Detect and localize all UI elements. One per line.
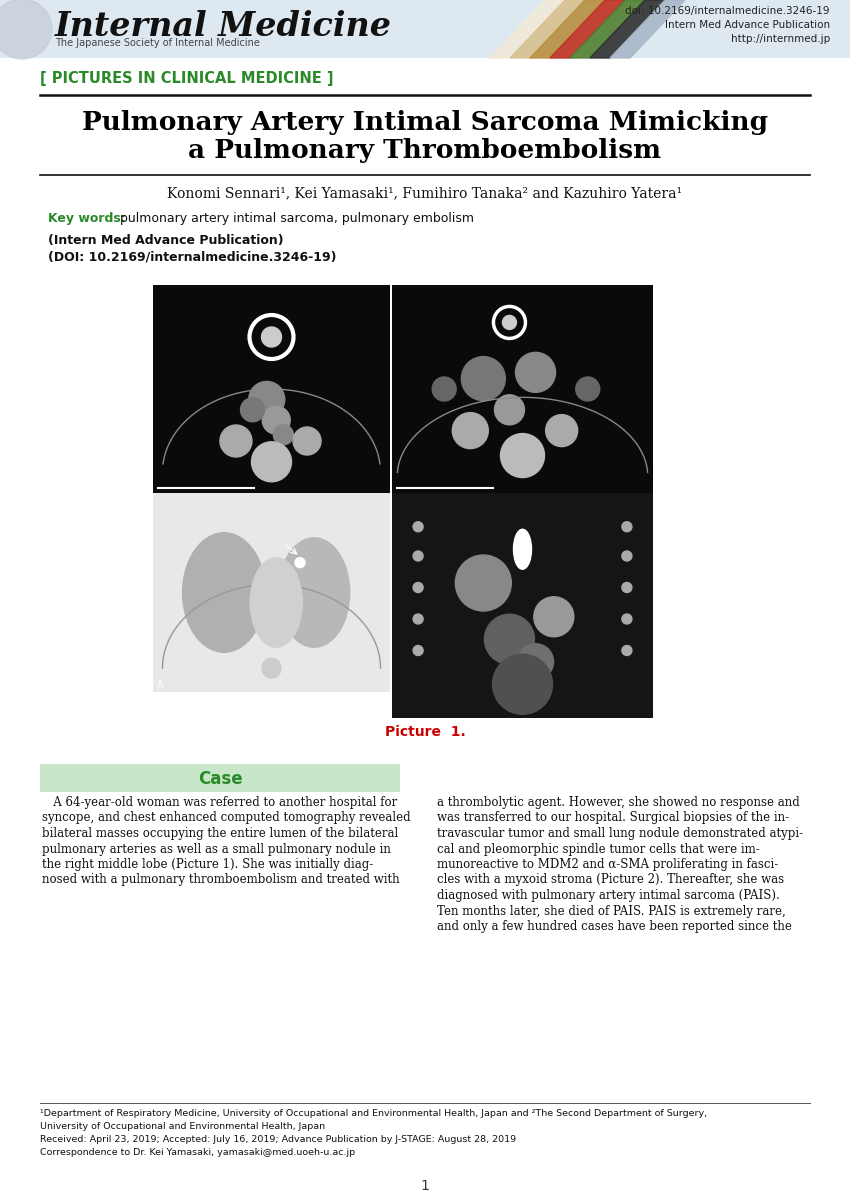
Circle shape: [262, 327, 281, 346]
Circle shape: [249, 381, 285, 417]
Circle shape: [0, 0, 52, 59]
Text: pulmonary artery intimal sarcoma, pulmonary embolism: pulmonary artery intimal sarcoma, pulmon…: [116, 212, 474, 225]
Bar: [392, 493, 653, 718]
Circle shape: [413, 582, 423, 593]
Circle shape: [252, 442, 292, 481]
Ellipse shape: [513, 529, 531, 569]
Circle shape: [622, 551, 632, 561]
Text: The Japanese Society of Internal Medicine: The Japanese Society of Internal Medicin…: [55, 38, 260, 48]
Circle shape: [263, 407, 290, 434]
Circle shape: [484, 615, 535, 664]
Text: the right middle lobe (Picture 1). She was initially diag-: the right middle lobe (Picture 1). She w…: [42, 858, 373, 871]
Text: diagnosed with pulmonary artery intimal sarcoma (PAIS).: diagnosed with pulmonary artery intimal …: [437, 889, 779, 902]
Text: syncope, and chest enhanced computed tomography revealed: syncope, and chest enhanced computed tom…: [42, 812, 411, 824]
Text: ¹Department of Respiratory Medicine, University of Occupational and Environmenta: ¹Department of Respiratory Medicine, Uni…: [40, 1109, 707, 1118]
Circle shape: [622, 646, 632, 656]
Bar: [40, 764, 400, 792]
Text: Key words:: Key words:: [48, 212, 126, 225]
Circle shape: [622, 582, 632, 593]
Circle shape: [220, 425, 252, 457]
Ellipse shape: [262, 658, 281, 678]
Text: nosed with a pulmonary thromboembolism and treated with: nosed with a pulmonary thromboembolism a…: [42, 873, 399, 887]
Text: A: A: [157, 680, 163, 691]
Text: Pulmonary Artery Intimal Sarcoma Mimicking: Pulmonary Artery Intimal Sarcoma Mimicki…: [82, 109, 768, 135]
Text: pulmonary arteries as well as a small pulmonary nodule in: pulmonary arteries as well as a small pu…: [42, 842, 391, 855]
Circle shape: [462, 356, 506, 401]
Polygon shape: [490, 0, 565, 58]
Polygon shape: [610, 0, 685, 58]
Circle shape: [534, 597, 574, 636]
Ellipse shape: [183, 533, 265, 652]
Text: Intern Med Advance Publication: Intern Med Advance Publication: [665, 20, 830, 30]
Circle shape: [293, 427, 321, 455]
Text: Internal Medicine: Internal Medicine: [55, 10, 392, 42]
Text: A 64-year-old woman was referred to another hospital for: A 64-year-old woman was referred to anot…: [42, 796, 397, 808]
Text: (DOI: 10.2169/internalmedicine.3246-19): (DOI: 10.2169/internalmedicine.3246-19): [48, 250, 337, 263]
Circle shape: [622, 614, 632, 624]
Circle shape: [492, 654, 552, 715]
Circle shape: [241, 398, 264, 422]
Text: Picture  1.: Picture 1.: [384, 725, 465, 739]
Text: and only a few hundred cases have been reported since the: and only a few hundred cases have been r…: [437, 920, 792, 934]
Circle shape: [413, 551, 423, 561]
Text: Case: Case: [198, 770, 242, 788]
Text: Konomi Sennari¹, Kei Yamasaki¹, Fumihiro Tanaka² and Kazuhiro Yatera¹: Konomi Sennari¹, Kei Yamasaki¹, Fumihiro…: [167, 186, 683, 200]
Text: http://internmed.jp: http://internmed.jp: [731, 34, 830, 45]
Polygon shape: [590, 0, 665, 58]
Circle shape: [432, 377, 456, 401]
Circle shape: [413, 522, 423, 532]
Text: doi: 10.2169/internalmedicine.3246-19: doi: 10.2169/internalmedicine.3246-19: [626, 6, 830, 16]
Text: was transferred to our hospital. Surgical biopsies of the in-: was transferred to our hospital. Surgica…: [437, 812, 789, 824]
Polygon shape: [550, 0, 625, 58]
Text: a thrombolytic agent. However, she showed no response and: a thrombolytic agent. However, she showe…: [437, 796, 800, 808]
Ellipse shape: [279, 538, 349, 647]
Text: travascular tumor and small lung nodule demonstrated atypi-: travascular tumor and small lung nodule …: [437, 826, 803, 840]
Ellipse shape: [250, 558, 303, 647]
Circle shape: [274, 425, 293, 445]
Text: Correspondence to Dr. Kei Yamasaki, yamasaki@med.uoeh-u.ac.jp: Correspondence to Dr. Kei Yamasaki, yama…: [40, 1148, 355, 1157]
Text: 1: 1: [421, 1179, 429, 1193]
Circle shape: [456, 555, 512, 611]
Circle shape: [495, 395, 524, 425]
Bar: [0, 0, 850, 58]
Text: munoreactive to MDM2 and α-SMA proliferating in fasci-: munoreactive to MDM2 and α-SMA prolifera…: [437, 858, 779, 871]
Text: Ten months later, she died of PAIS. PAIS is extremely rare,: Ten months later, she died of PAIS. PAIS…: [437, 905, 785, 918]
Circle shape: [516, 352, 556, 392]
Circle shape: [502, 315, 517, 330]
Circle shape: [295, 558, 305, 568]
Text: cles with a myxoid stroma (Picture 2). Thereafter, she was: cles with a myxoid stroma (Picture 2). T…: [437, 873, 784, 887]
Circle shape: [452, 413, 488, 449]
Circle shape: [501, 433, 545, 478]
Circle shape: [518, 644, 553, 680]
Text: cal and pleomorphic spindle tumor cells that were im-: cal and pleomorphic spindle tumor cells …: [437, 842, 760, 855]
Circle shape: [413, 646, 423, 656]
Bar: [153, 493, 390, 692]
Circle shape: [575, 377, 600, 401]
Circle shape: [413, 614, 423, 624]
Polygon shape: [530, 0, 605, 58]
Text: Received: April 23, 2019; Accepted: July 16, 2019; Advance Publication by J-STAG: Received: April 23, 2019; Accepted: July…: [40, 1134, 516, 1144]
Circle shape: [622, 522, 632, 532]
Text: University of Occupational and Environmental Health, Japan: University of Occupational and Environme…: [40, 1122, 325, 1131]
Text: a Pulmonary Thromboembolism: a Pulmonary Thromboembolism: [189, 138, 661, 162]
Text: [ PICTURES IN CLINICAL MEDICINE ]: [ PICTURES IN CLINICAL MEDICINE ]: [40, 71, 333, 85]
Polygon shape: [510, 0, 585, 58]
Circle shape: [546, 415, 578, 446]
Text: bilateral masses occupying the entire lumen of the bilateral: bilateral masses occupying the entire lu…: [42, 826, 399, 840]
Text: (Intern Med Advance Publication): (Intern Med Advance Publication): [48, 235, 284, 247]
Bar: [392, 285, 653, 493]
Bar: [153, 285, 390, 493]
Polygon shape: [570, 0, 645, 58]
